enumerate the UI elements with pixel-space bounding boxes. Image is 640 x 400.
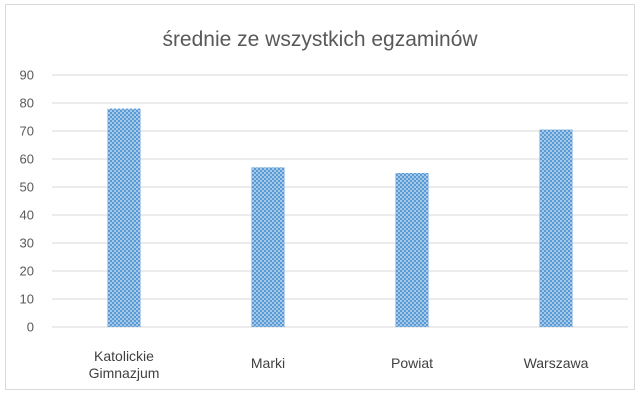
y-tick-label: 80 [20,96,34,111]
bar [395,173,429,327]
x-category-label: Powiat [391,355,433,371]
y-tick-label: 20 [20,264,34,279]
y-tick-label: 10 [20,292,34,307]
y-tick-label: 50 [20,180,34,195]
bar [539,129,573,327]
y-tick-label: 40 [20,208,34,223]
y-tick-label: 60 [20,152,34,167]
x-category-label: Marki [251,355,285,371]
y-tick-label: 30 [20,236,34,251]
chart-title: średnie ze wszystkich egzaminów [162,28,478,51]
x-category-label: Katolickie Gimnazjum [89,348,160,381]
x-category-label: Warszawa [524,355,589,371]
y-tick-label: 0 [27,320,34,335]
bar [107,108,141,327]
bar [251,167,285,327]
y-tick-label: 70 [20,124,34,139]
y-tick-label: 90 [20,68,34,83]
